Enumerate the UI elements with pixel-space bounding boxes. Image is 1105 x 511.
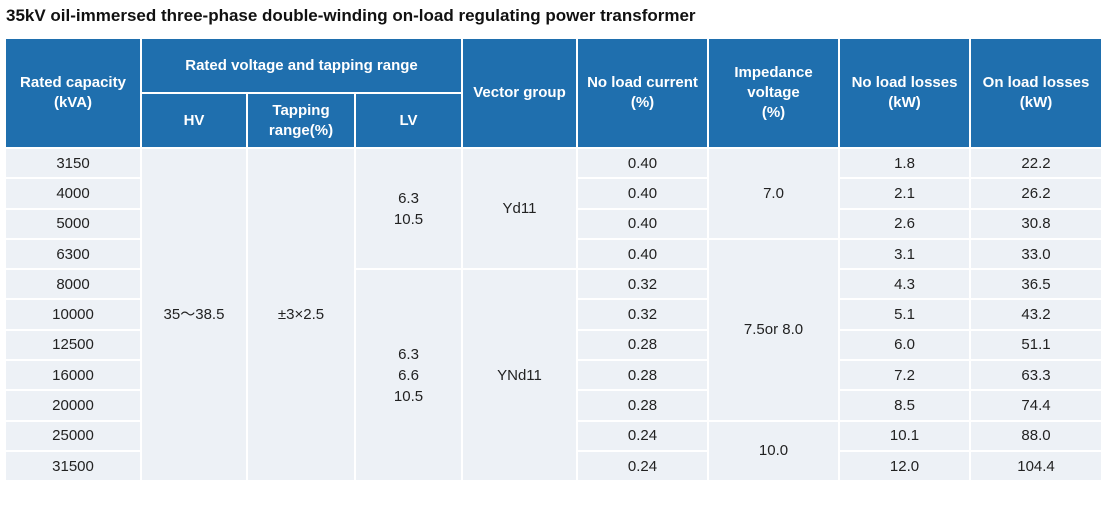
no-load-losses-cell: 7.2 [838,359,972,392]
header-cell: HV [140,92,248,149]
lv-cell: 6.3 10.5 [353,146,464,271]
on-load-losses-cell: 88.0 [969,419,1104,452]
header-cell: On load losses (kW) [969,37,1104,149]
on-load-losses-cell: 74.4 [969,389,1104,422]
tapping-cell: ±3×2.5 [246,146,356,483]
capacity-cell: 12500 [4,328,142,362]
no-load-current-cell: 0.24 [576,419,710,452]
capacity-cell: 25000 [4,419,142,452]
no-load-losses-cell: 5.1 [838,298,972,331]
table-row: 20000 0.28 8.5 74.4 [4,389,1104,422]
no-load-losses-cell: 6.0 [838,328,972,362]
on-load-losses-cell: 33.0 [969,237,1104,271]
table-row: 4000 0.40 2.1 26.2 [4,177,1104,210]
header-cell: No load current (%) [576,37,710,149]
table-row: 3150 35～38.5 ±3×2.5 6.3 10.5 Yd11 0.40 7.0 1.8 2… [4,146,1104,483]
on-load-losses-cell: 63.3 [969,359,1104,392]
capacity-cell: 4000 [4,177,142,210]
capacity-cell: 5000 [4,207,142,240]
header-cell: Tapping range(%) [246,92,356,149]
impedance-cell: 7.0 [707,147,841,240]
header-cell: LV [353,92,464,149]
no-load-current-cell: 0.32 [576,298,710,331]
no-load-losses-cell: 1.8 [838,146,972,180]
vector-group-cell: YNd11 [461,268,579,483]
no-load-current-cell: 0.28 [576,328,710,362]
header-cell: Vector group [461,37,579,149]
on-load-losses-cell: 26.2 [969,177,1104,210]
capacity-cell: 31500 [4,449,142,483]
no-load-current-cell: 0.24 [576,449,710,483]
no-load-current-cell: 0.40 [576,146,710,180]
on-load-losses-cell: 104.4 [969,449,1104,483]
no-load-losses-cell: 2.6 [838,207,972,240]
table-body: 3150 35～38.5 ±3×2.5 6.3 10.5 Yd11 0.40 7.0 1.8 2… [4,146,1104,483]
no-load-current-cell: 0.40 [576,237,710,271]
on-load-losses-cell: 22.2 [969,146,1104,180]
table-row: 6300 0.40 7.5or 8.0 3.1 33.0 [4,237,1104,422]
on-load-losses-cell: 30.8 [969,207,1104,240]
table-row: 16000 0.28 7.2 63.3 [4,359,1104,392]
impedance-cell: 10.0 [707,419,841,483]
on-load-losses-cell: 51.1 [969,328,1104,362]
capacity-cell: 8000 [4,268,142,301]
capacity-cell: 3150 [4,146,142,180]
table-row: 31500 0.24 12.0 104.4 [4,449,1104,483]
no-load-losses-cell: 12.0 [838,449,972,483]
table-row: 10000 0.32 5.1 43.2 [4,298,1104,331]
no-load-losses-cell: 4.3 [838,268,972,301]
capacity-cell: 16000 [4,359,142,392]
capacity-cell: 10000 [4,298,142,331]
capacity-cell: 6300 [4,237,142,271]
table-row: 12500 0.28 6.0 51.1 [4,328,1104,362]
title: 35kV oil-immersed three-phase double-win… [6,6,696,25]
no-load-current-cell: 0.28 [576,389,710,422]
header-cell: Rated capacity (kVA) [4,37,142,149]
no-load-losses-cell: 8.5 [838,389,972,422]
header-cell: Rated voltage and tapping range [139,37,464,94]
no-load-current-cell: 0.28 [576,359,710,392]
header-cell: Impedance voltage (%) [707,37,841,149]
spec-table: Rated capacity (kVA) Rated voltage and t… [4,37,1104,483]
header-cell: No load losses (kW) [838,37,972,149]
on-load-losses-cell: 36.5 [969,268,1104,301]
no-load-losses-cell: 3.1 [838,237,972,271]
lv-cell: 6.3 6.6 10.5 [353,268,464,483]
table-header: Rated capacity (kVA) Rated voltage and t… [4,37,1104,149]
on-load-losses-cell: 43.2 [969,298,1104,331]
capacity-cell: 20000 [4,389,142,422]
no-load-current-cell: 0.32 [576,268,710,301]
no-load-losses-cell: 2.1 [838,177,972,210]
no-load-current-cell: 0.40 [576,177,710,210]
no-load-losses-cell: 10.1 [838,419,972,452]
table-row: 25000 0.24 10.0 10.1 88.0 [4,419,1104,483]
no-load-current-cell: 0.40 [576,207,710,240]
hv-cell: 35～38.5 [140,146,248,483]
table-row: 8000 6.3 6.6 10.5 YNd11 0.32 4.3 36.5 [4,268,1104,483]
vector-group-cell: Yd11 [461,146,579,271]
impedance-cell: 7.5or 8.0 [707,237,841,422]
table-row: 5000 0.40 2.6 30.8 [4,207,1104,240]
